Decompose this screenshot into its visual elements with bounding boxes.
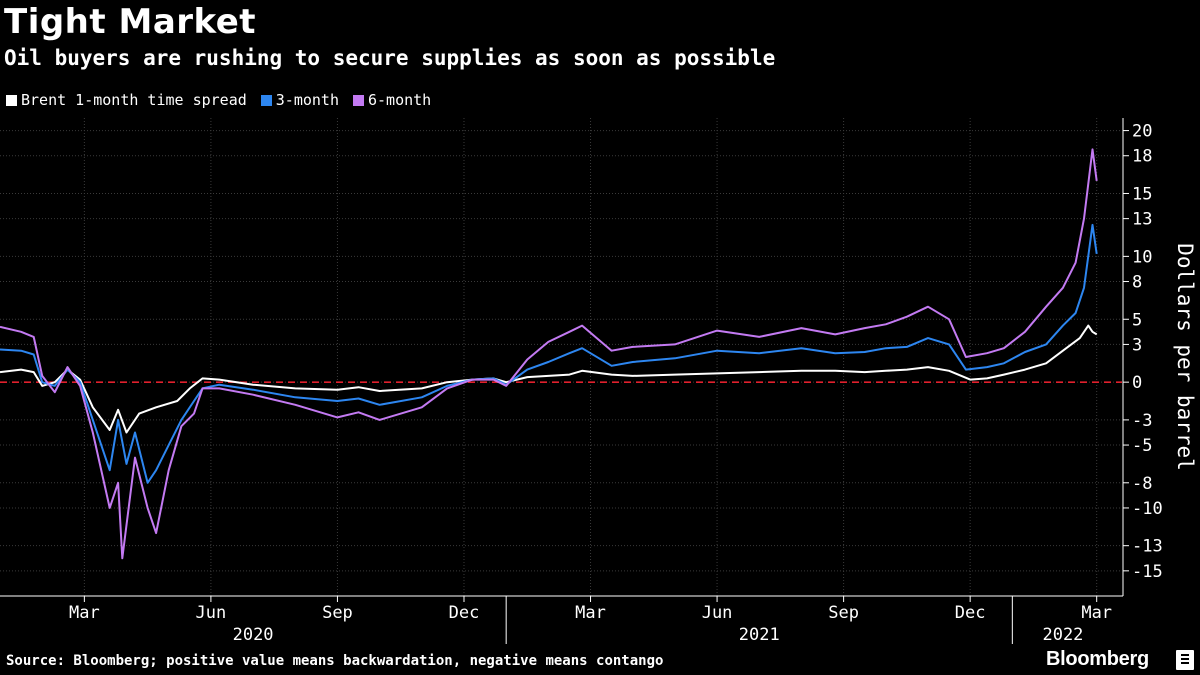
series-line-3m — [0, 223, 1098, 484]
year-label: 2020 — [233, 625, 274, 645]
chart-title: Tight Market — [4, 2, 257, 42]
legend-swatch-3m — [260, 94, 272, 106]
x-tick-label: Mar — [1081, 603, 1112, 623]
y-tick-label: -5 — [1132, 436, 1152, 456]
legend-item-3m: 3-month — [260, 91, 339, 109]
x-tick-label: Sep — [828, 603, 859, 623]
y-tick-label: 5 — [1132, 310, 1142, 330]
y-tick-label: 10 — [1132, 247, 1152, 267]
legend-swatch-6m — [353, 94, 364, 106]
year-label: 2021 — [739, 625, 780, 645]
x-tick-label: Mar — [69, 603, 100, 623]
legend-swatch-brent-1m — [6, 94, 17, 106]
y-tick-label: 3 — [1132, 335, 1142, 355]
y-tick-label: 0 — [1132, 373, 1142, 393]
y-tick-label: 20 — [1132, 122, 1152, 142]
legend-label-6m: 6-month — [368, 91, 432, 109]
bloomberg-logo: Bloomberg — [1046, 648, 1149, 670]
y-tick-label: -3 — [1132, 411, 1152, 431]
y-tick-label: -10 — [1132, 499, 1163, 519]
x-tick-label: Jun — [196, 603, 227, 623]
x-tick-label: Mar — [575, 603, 606, 623]
source-note: Source: Bloomberg; positive value means … — [6, 653, 664, 669]
terminal-icon — [1176, 650, 1194, 670]
x-tick-label: Sep — [322, 603, 353, 623]
chart-subtitle: Oil buyers are rushing to secure supplie… — [4, 46, 776, 70]
y-tick-label: 8 — [1132, 273, 1142, 293]
x-tick-label: Dec — [449, 603, 480, 623]
legend-label-brent-1m: Brent 1-month time spread — [21, 91, 247, 109]
y-tick-label: -15 — [1132, 562, 1163, 582]
y-tick-label: 15 — [1132, 184, 1152, 204]
x-tick-label: Jun — [702, 603, 733, 623]
year-label: 2022 — [1042, 625, 1083, 645]
legend: Brent 1-month time spread 3-month 6-mont… — [6, 90, 445, 110]
series-line-brent-1m — [0, 324, 1098, 434]
y-tick-label: 18 — [1132, 147, 1152, 167]
series-line-6m — [0, 148, 1098, 560]
legend-item-6m: 6-month — [353, 91, 431, 109]
y-axis-title: Dollars per barrel — [1173, 243, 1197, 471]
y-tick-label: -13 — [1132, 537, 1163, 557]
legend-label-3m: 3-month — [275, 91, 339, 109]
x-tick-label: Dec — [955, 603, 986, 623]
y-tick-label: 13 — [1132, 210, 1152, 230]
y-tick-label: -8 — [1132, 474, 1152, 494]
legend-item-brent-1m: Brent 1-month time spread — [6, 91, 247, 109]
